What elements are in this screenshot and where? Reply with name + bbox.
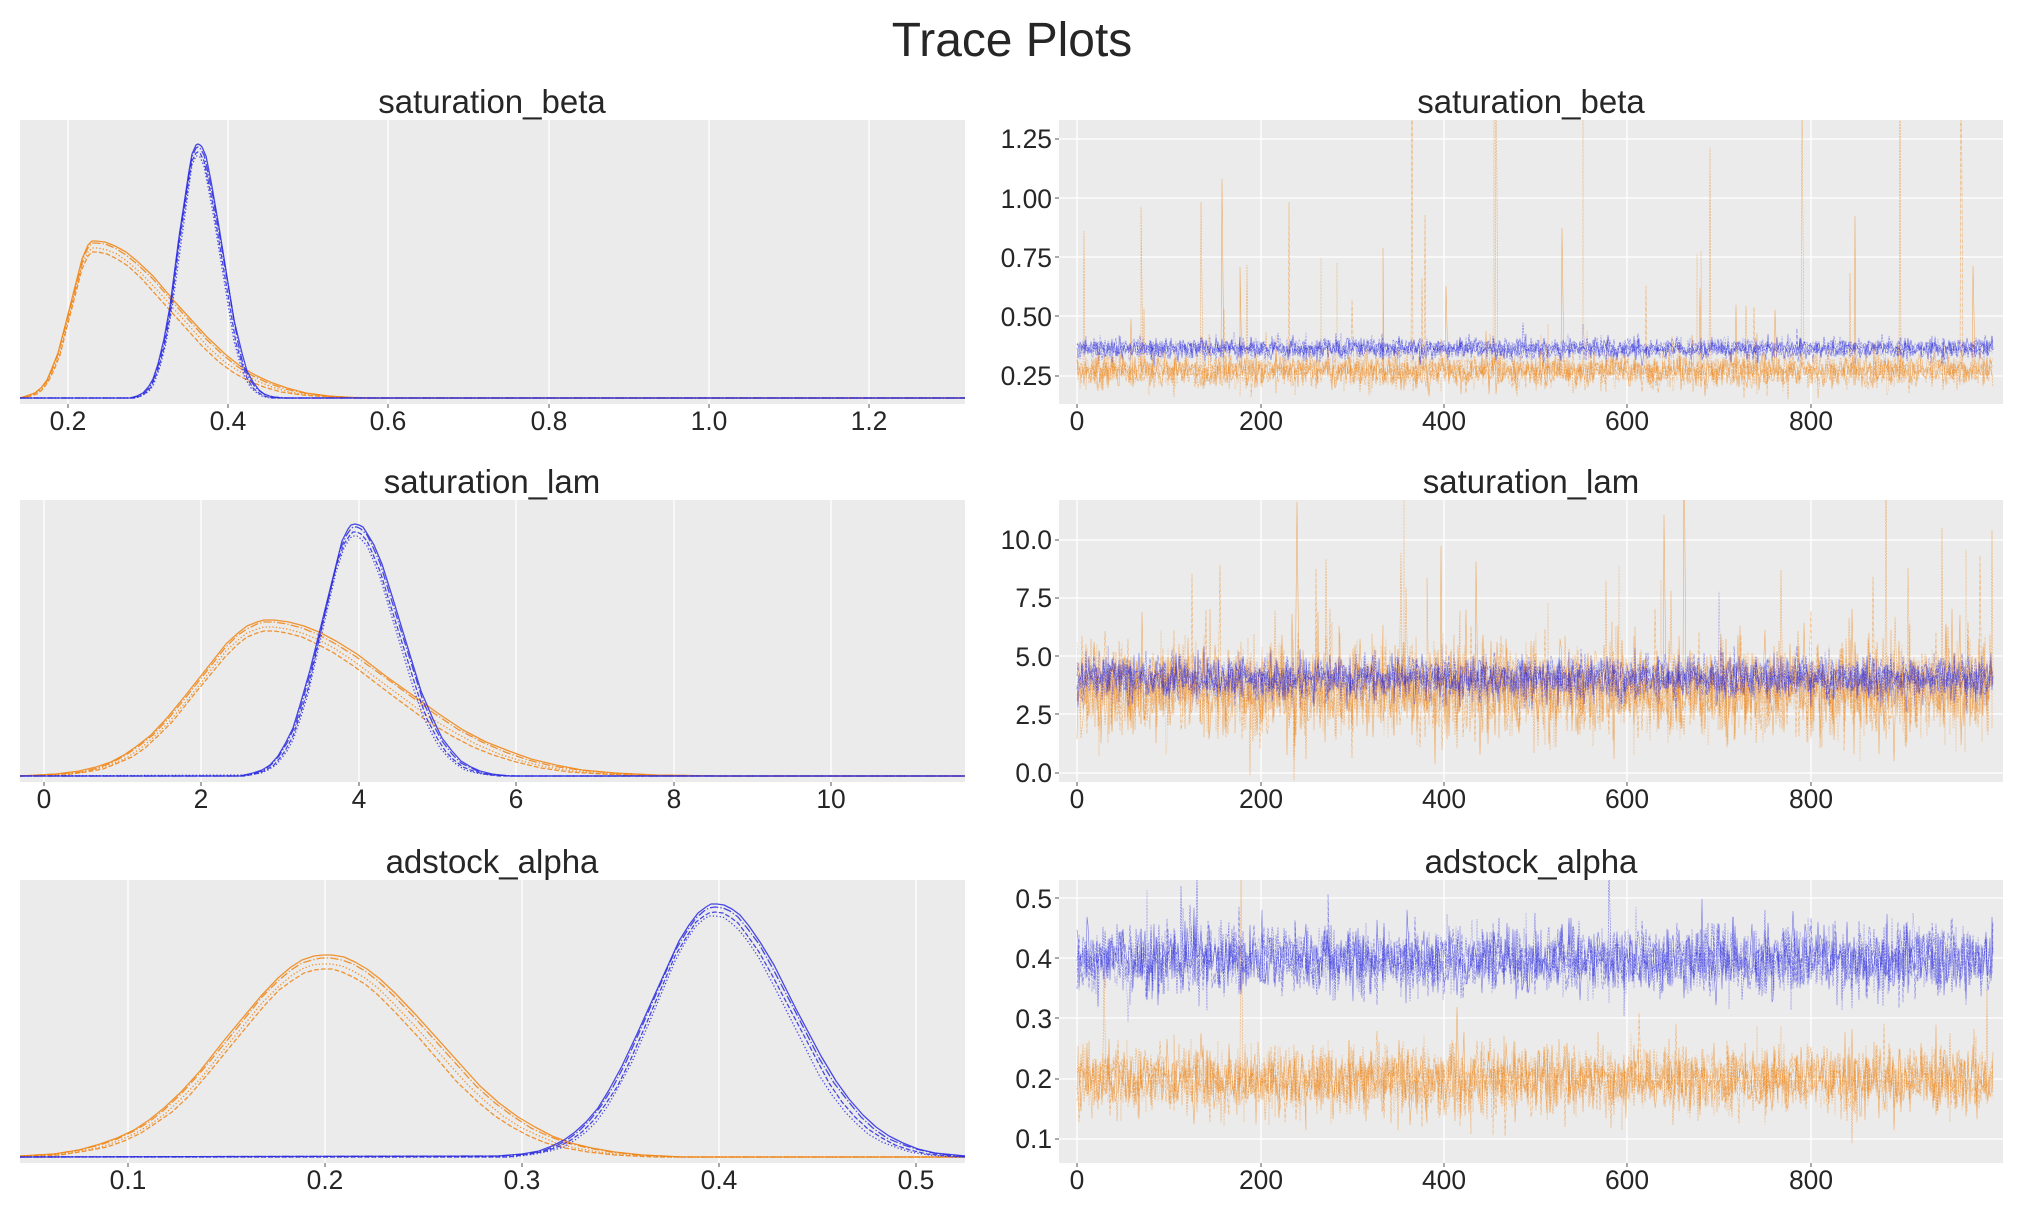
svg-text:0.2: 0.2 <box>50 406 87 436</box>
svg-text:0: 0 <box>1070 406 1085 436</box>
svg-text:600: 600 <box>1605 784 1649 814</box>
svg-text:0.0: 0.0 <box>1015 758 1052 788</box>
svg-text:0.4: 0.4 <box>1015 944 1052 974</box>
svg-text:1.00: 1.00 <box>1001 184 1052 214</box>
svg-text:0.3: 0.3 <box>504 1165 541 1195</box>
svg-text:600: 600 <box>1605 1165 1649 1195</box>
svg-text:400: 400 <box>1422 1165 1466 1195</box>
svg-text:6: 6 <box>509 784 524 814</box>
svg-text:0.5: 0.5 <box>1015 884 1052 914</box>
svg-text:200: 200 <box>1239 1165 1283 1195</box>
svg-text:adstock_alpha: adstock_alpha <box>386 843 599 880</box>
svg-text:400: 400 <box>1422 784 1466 814</box>
svg-text:200: 200 <box>1239 784 1283 814</box>
svg-text:0.2: 0.2 <box>307 1165 344 1195</box>
svg-text:saturation_lam: saturation_lam <box>384 463 600 500</box>
svg-text:0: 0 <box>1070 784 1085 814</box>
svg-text:0.2: 0.2 <box>1015 1064 1052 1094</box>
svg-text:8: 8 <box>667 784 682 814</box>
svg-text:saturation_lam: saturation_lam <box>1423 463 1639 500</box>
svg-text:10: 10 <box>816 784 845 814</box>
svg-text:5.0: 5.0 <box>1015 642 1052 672</box>
svg-text:1.2: 1.2 <box>851 406 888 436</box>
svg-text:0.1: 0.1 <box>110 1165 147 1195</box>
svg-text:0.1: 0.1 <box>1015 1124 1052 1154</box>
svg-text:1.25: 1.25 <box>1001 124 1052 154</box>
svg-text:Trace Plots: Trace Plots <box>892 14 1132 67</box>
svg-text:0.4: 0.4 <box>701 1165 738 1195</box>
svg-text:0.25: 0.25 <box>1001 361 1052 391</box>
svg-text:4: 4 <box>352 784 367 814</box>
svg-text:600: 600 <box>1605 406 1649 436</box>
svg-text:0.3: 0.3 <box>1015 1004 1052 1034</box>
svg-text:2: 2 <box>194 784 209 814</box>
svg-text:saturation_beta: saturation_beta <box>1417 83 1645 120</box>
svg-text:800: 800 <box>1789 784 1833 814</box>
svg-text:800: 800 <box>1789 1165 1833 1195</box>
svg-text:1.0: 1.0 <box>691 406 728 436</box>
svg-text:saturation_beta: saturation_beta <box>378 83 606 120</box>
svg-text:2.5: 2.5 <box>1015 700 1052 730</box>
svg-text:10.0: 10.0 <box>1001 525 1052 555</box>
svg-text:0.5: 0.5 <box>898 1165 935 1195</box>
svg-text:0: 0 <box>1070 1165 1085 1195</box>
svg-text:0.4: 0.4 <box>210 406 247 436</box>
svg-text:7.5: 7.5 <box>1015 583 1052 613</box>
svg-text:adstock_alpha: adstock_alpha <box>1425 843 1638 880</box>
svg-text:0.75: 0.75 <box>1001 243 1052 273</box>
svg-text:800: 800 <box>1789 406 1833 436</box>
svg-text:200: 200 <box>1239 406 1283 436</box>
svg-text:0: 0 <box>37 784 52 814</box>
svg-text:0.6: 0.6 <box>370 406 407 436</box>
svg-text:0.8: 0.8 <box>531 406 568 436</box>
svg-text:0.50: 0.50 <box>1001 302 1052 332</box>
svg-text:400: 400 <box>1422 406 1466 436</box>
